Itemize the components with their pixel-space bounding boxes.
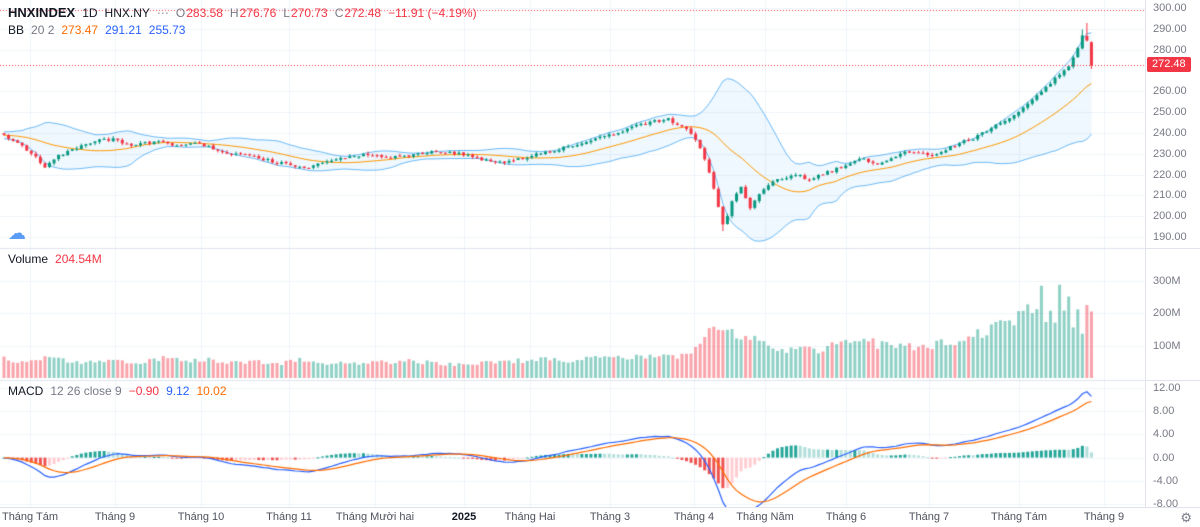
cloud-icon[interactable]: ☁ xyxy=(8,223,26,243)
macd-axis-tick: 0.00 xyxy=(1153,451,1175,464)
price-axis-tick: 200.00 xyxy=(1153,210,1187,223)
time-axis-label: Tháng 3 xyxy=(589,511,631,523)
price-axis-tick: 250.00 xyxy=(1153,106,1187,119)
gear-icon[interactable]: ⚙ xyxy=(1180,510,1192,525)
volume-axis-tick: 200M xyxy=(1153,307,1181,319)
price-axis-tick: 190.00 xyxy=(1153,231,1187,244)
time-axis-label: Tháng 6 xyxy=(825,511,867,523)
price-scale[interactable]: 272.48 300.00 290.00 280.00 260.00 250.00 240… xyxy=(1145,0,1200,510)
time-axis-label: Tháng Tám xyxy=(1,511,59,523)
pane-separator xyxy=(1146,248,1200,249)
time-scale[interactable]: ⚙ Tháng Tám Tháng 9 Tháng 10 Tháng 11 Tháng … xyxy=(0,507,1200,526)
macd-axis-tick: 12.00 xyxy=(1153,382,1181,394)
macd-axis-tick: 8.00 xyxy=(1153,405,1175,418)
volume-axis-tick: 300M xyxy=(1153,274,1181,287)
time-axis-label: Tháng Mười hai xyxy=(335,511,415,523)
time-axis-label: Tháng Năm xyxy=(736,511,794,523)
price-axis-tick: 280.00 xyxy=(1153,43,1187,56)
time-axis-label: Tháng Hai xyxy=(504,511,556,523)
time-axis-label: Tháng 4 xyxy=(673,511,715,523)
price-axis-tick: 230.00 xyxy=(1153,147,1187,160)
legend-more-icon[interactable]: ⋯ xyxy=(156,5,169,20)
macd-axis-tick: -4.00 xyxy=(1153,474,1179,487)
chart-canvas[interactable] xyxy=(0,0,1145,507)
price-axis-tick: 220.00 xyxy=(1153,168,1187,181)
macd-axis-tick: 4.00 xyxy=(1153,428,1175,441)
volume-axis-tick: 100M xyxy=(1153,339,1181,352)
pane-separator xyxy=(1146,380,1200,381)
time-axis-label: Tháng 9 xyxy=(94,511,136,523)
price-axis-tick: 260.00 xyxy=(1153,85,1187,98)
time-axis-label: Tháng 7 xyxy=(908,511,950,523)
last-price-badge: 272.48 xyxy=(1147,57,1191,73)
time-axis-label: Tháng 10 xyxy=(177,511,225,523)
time-axis-label: 2025 xyxy=(451,511,477,523)
price-axis-tick: 290.00 xyxy=(1153,22,1187,35)
price-axis-tick: 300.00 xyxy=(1153,2,1187,14)
price-axis-tick: 240.00 xyxy=(1153,126,1187,139)
price-axis-tick: 210.00 xyxy=(1153,189,1187,202)
time-axis-label: Tháng Tám xyxy=(990,511,1048,523)
time-axis-label: Tháng 11 xyxy=(266,511,312,523)
time-axis-label: Tháng 9 xyxy=(1083,511,1125,523)
